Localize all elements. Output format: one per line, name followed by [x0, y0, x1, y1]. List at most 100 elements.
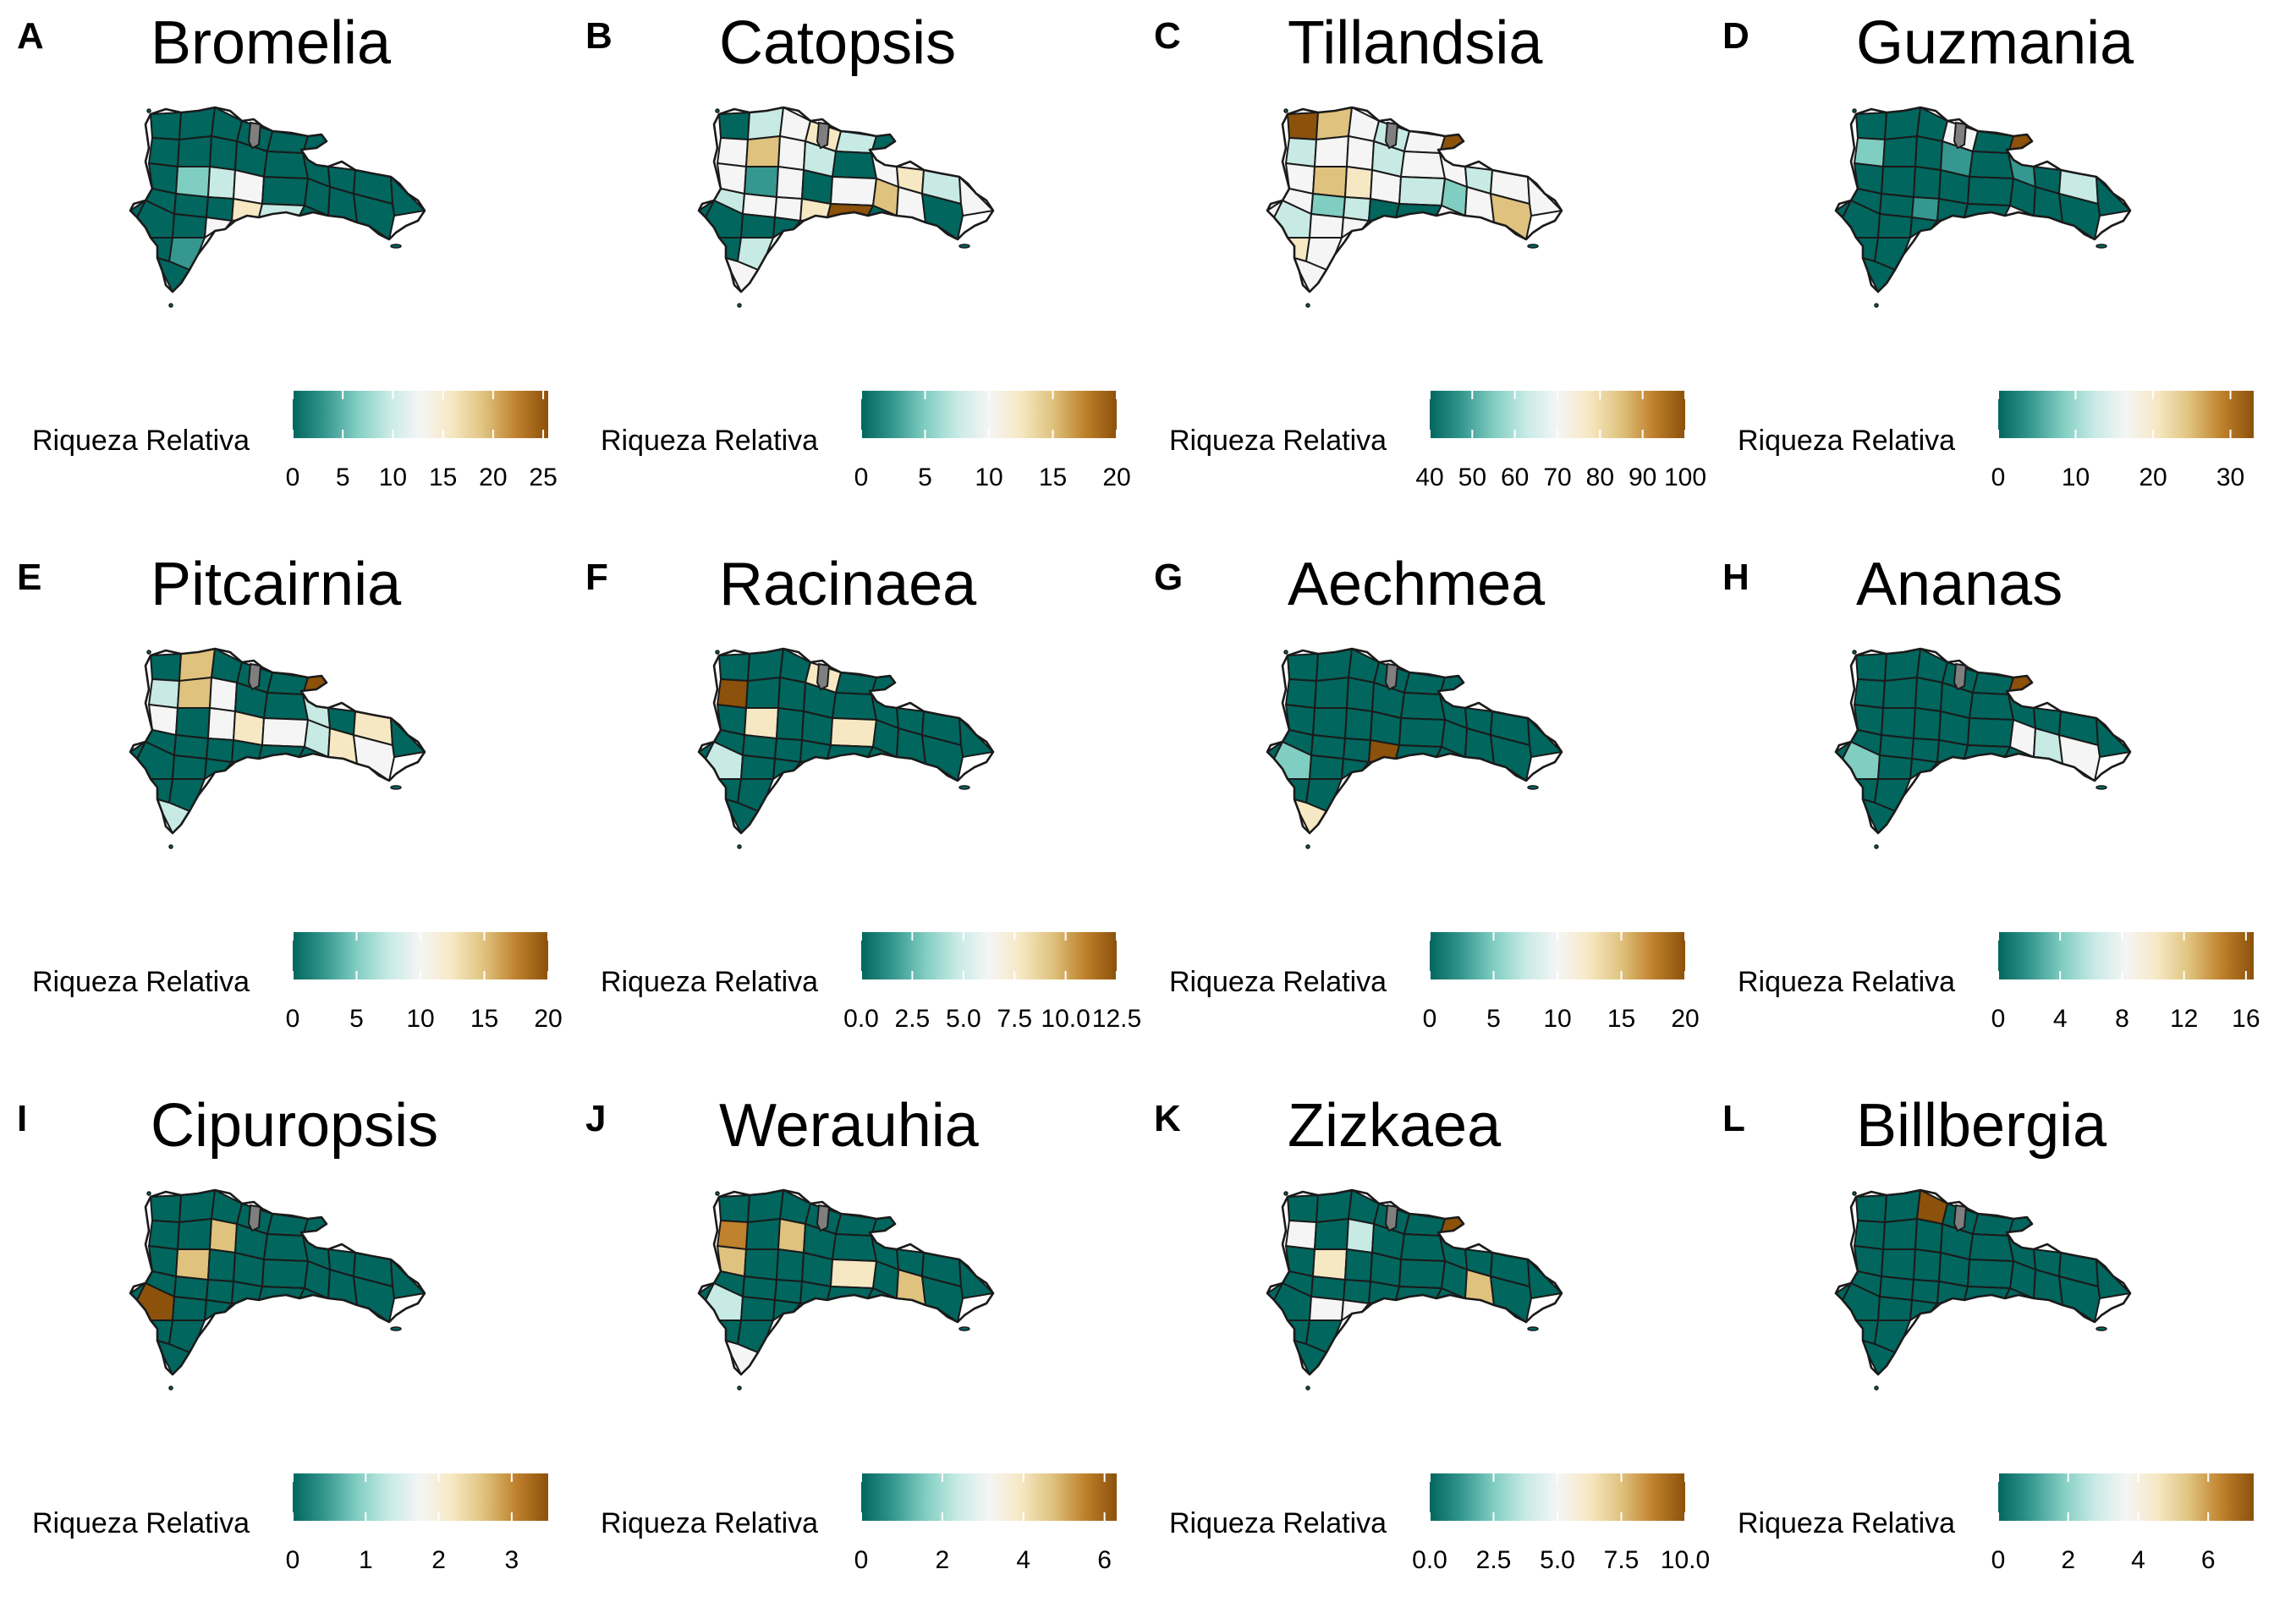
small-island [716, 1192, 719, 1195]
small-island [1853, 109, 1856, 112]
province-region [832, 693, 876, 720]
colorbar-tick-label: 10 [379, 464, 407, 492]
nodata-region [1386, 123, 1398, 148]
colorbar-tick-label: 6 [1097, 1546, 1112, 1575]
colorbar [1998, 932, 2254, 979]
province-region [1401, 693, 1445, 720]
panel-title: Racinaea [719, 550, 976, 619]
colorbar-tick-label: 5.0 [946, 1005, 981, 1034]
province-region [1881, 708, 1915, 738]
province-region [746, 136, 780, 167]
province-region [149, 679, 179, 708]
colorbar-tick-label: 12 [2170, 1005, 2198, 1034]
colorbar-tick-label: 12.5 [1092, 1005, 1141, 1034]
colorbar-tick-label: 5 [918, 464, 932, 492]
province-region [1288, 1195, 1318, 1222]
province-region [1528, 177, 1562, 216]
province-region [778, 136, 805, 170]
province-region [719, 112, 750, 140]
province-region [741, 1297, 775, 1320]
colorbar-tick-label: 7.5 [997, 1005, 1032, 1034]
small-island [959, 786, 969, 789]
province-region [1313, 1249, 1347, 1280]
map-panel-l: L Billbergia Riqueza Relativa 0 2 4 6 [1706, 1083, 2274, 1624]
colorbar [1430, 1473, 1685, 1521]
hispaniola-map [127, 1171, 440, 1400]
legend-title: Riqueza Relativa [1169, 425, 1387, 458]
colorbar-tick-label: 20 [2139, 464, 2167, 492]
province-region [2096, 177, 2130, 216]
province-region [1315, 136, 1348, 167]
colorbar-tick-label: 5 [1486, 1005, 1501, 1034]
colorbar [1430, 391, 1685, 438]
colorbar-tick-label: 90 [1629, 464, 1656, 492]
panel-title: Bromelia [151, 8, 391, 78]
province-region [959, 718, 993, 757]
small-island [1306, 304, 1310, 307]
small-island [147, 1192, 151, 1195]
map-panel-e: E Pitcairnia Riqueza Relativa 0 5 10 15 20 [0, 541, 568, 1083]
province-region [1915, 678, 1942, 711]
hispaniola-map [127, 89, 440, 317]
legend-title: Riqueza Relativa [1738, 425, 1955, 458]
province-region [1310, 214, 1343, 238]
colorbar-tick-label: 8 [2115, 1005, 2129, 1034]
province-region [1969, 693, 2013, 720]
panel-title: Pitcairnia [151, 550, 401, 619]
province-region [178, 1219, 211, 1249]
province-region [1310, 755, 1343, 779]
colorbar [1430, 932, 1685, 979]
province-region [832, 151, 876, 178]
colorbar-tick-label: 4 [1016, 1546, 1030, 1575]
colorbar-tick-label: 10.0 [1041, 1005, 1090, 1034]
colorbar-tick-label: 20 [1671, 1005, 1699, 1034]
province-region [1345, 708, 1372, 740]
province-region [264, 693, 308, 720]
province-region [149, 138, 179, 167]
province-region [173, 1297, 206, 1320]
province-region [717, 138, 748, 167]
small-island [2096, 244, 2106, 248]
colorbar-tick-label: 5.0 [1540, 1546, 1575, 1575]
colorbar-tick-label: 16 [2232, 1005, 2260, 1034]
province-region [1345, 1249, 1372, 1281]
nodata-region [249, 123, 261, 148]
map-panel-f: F Racinaea Riqueza Relativa 0.0 2.5 5.0 7.5 10.… [568, 541, 1137, 1083]
province-region [178, 136, 211, 167]
colorbar-tick-label: 0 [286, 464, 300, 492]
small-island [2096, 786, 2106, 789]
province-region [1401, 1234, 1445, 1261]
colorbar-tick-label: 15 [470, 1005, 498, 1034]
colorbar-tick-label: 15 [429, 464, 457, 492]
colorbar-tick-label: 10 [975, 464, 1002, 492]
nodata-region [817, 664, 829, 689]
nodata-region [1954, 123, 1966, 148]
province-region [208, 708, 235, 740]
province-region [1969, 1234, 2013, 1261]
colorbar-tick-label: 10.0 [1661, 1546, 1710, 1575]
small-island [169, 304, 173, 307]
province-region [1347, 136, 1374, 170]
province-region [1856, 112, 1887, 140]
colorbar-tick-label: 0 [286, 1005, 300, 1034]
colorbar-tick-label: 15 [1039, 464, 1067, 492]
colorbar-tick-label: 50 [1458, 464, 1486, 492]
small-island [1306, 845, 1310, 848]
panel-title: Guzmania [1856, 8, 2134, 78]
colorbar-gradient [861, 1473, 1117, 1521]
province-region [1883, 1219, 1917, 1249]
panel-letter: B [585, 15, 612, 58]
legend-title: Riqueza Relativa [601, 966, 818, 999]
small-island [959, 1327, 969, 1330]
nodata-region [249, 664, 261, 689]
panel-letter: A [17, 15, 44, 58]
colorbar-tick-label: 70 [1543, 464, 1571, 492]
small-island [1306, 1386, 1310, 1390]
small-island [1853, 650, 1856, 654]
province-region [1914, 708, 1941, 740]
map-panel-k: K Zizkaea Riqueza Relativa 0.0 2.5 5.0 7.5 10.0 [1137, 1083, 1706, 1624]
colorbar-tick-label: 5 [349, 1005, 364, 1034]
province-region [1968, 177, 2013, 206]
province-region [832, 1234, 876, 1261]
map-panel-g: G Aechmea Riqueza Relativa 0 5 10 15 20 [1137, 541, 1706, 1083]
